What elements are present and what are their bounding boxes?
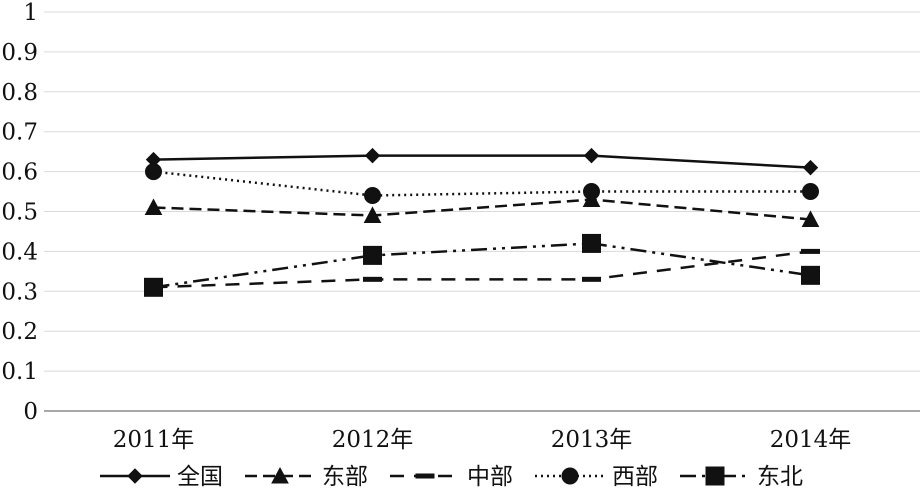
- x-tick-label: 2011年: [113, 427, 195, 453]
- y-tick-label: 0.7: [1, 120, 38, 146]
- marker-circle-legend: [561, 467, 579, 485]
- marker-dash-point: [582, 276, 601, 282]
- marker-square-point: [144, 277, 163, 297]
- legend-label: 西部: [612, 464, 658, 490]
- y-tick-label: 0.2: [1, 319, 38, 345]
- legend-label: 中部: [467, 464, 513, 490]
- y-tick-label: 0: [23, 399, 38, 425]
- series-1: [145, 147, 819, 176]
- series-4: [145, 163, 819, 205]
- legend-item: 东部: [245, 464, 368, 490]
- legend-item: 全国: [100, 464, 223, 490]
- axes: 0 0.1 0.2 0.3 0.4 0.5 0.6 0.7 0.8 0.9 1 2011年 2012年 2…: [1, 0, 851, 453]
- legend-label: 东北: [757, 464, 803, 490]
- series-line: [153, 242, 811, 289]
- marker-triangle-point: [801, 210, 820, 227]
- marker-diamond-legend: [127, 468, 143, 484]
- y-tick-label: 0.5: [1, 200, 38, 226]
- marker-diamond-point: [583, 147, 600, 164]
- series-2: [144, 190, 820, 227]
- marker-square-point: [801, 265, 820, 285]
- legend-label: 东部: [322, 464, 368, 490]
- x-tick-label: 2013年: [551, 427, 633, 453]
- y-tick-label: 0.3: [1, 279, 38, 305]
- gridlines: [44, 11, 920, 412]
- y-tick-label: 0.8: [1, 80, 38, 106]
- series-line: [153, 170, 811, 197]
- marker-diamond-point: [802, 159, 819, 176]
- y-tick-label: 0.1: [1, 359, 38, 385]
- series-5: [144, 233, 820, 297]
- marker-square-legend: [705, 466, 725, 486]
- legend-item: 东北: [680, 464, 803, 490]
- series-line: [153, 154, 811, 169]
- marker-dash-legend: [415, 473, 435, 479]
- marker-circle-point: [145, 163, 162, 181]
- series-group: [144, 147, 820, 297]
- marker-circle-point: [802, 183, 819, 201]
- x-tick-label: 2014年: [770, 427, 852, 453]
- legend: 全国 东部 中部 西部 东北: [100, 464, 803, 490]
- marker-dash-point: [363, 276, 382, 282]
- marker-diamond-point: [364, 147, 381, 164]
- series-line: [153, 250, 811, 289]
- y-tick-label: 1: [23, 0, 38, 26]
- y-tick-label: 0.6: [1, 160, 38, 186]
- marker-dash-point: [801, 248, 820, 254]
- marker-triangle-point: [144, 198, 163, 216]
- y-tick-label: 0.4: [1, 239, 38, 265]
- legend-label: 全国: [177, 464, 223, 490]
- marker-square-point: [363, 245, 382, 265]
- marker-circle-point: [364, 187, 381, 205]
- x-tick-label: 2012年: [332, 427, 414, 453]
- series-line: [153, 198, 811, 221]
- marker-square-point: [582, 233, 601, 253]
- series-3: [144, 248, 820, 290]
- marker-triangle-point: [363, 206, 382, 223]
- legend-item: 中部: [390, 464, 513, 490]
- legend-item: 西部: [535, 464, 658, 490]
- marker-circle-point: [583, 183, 600, 201]
- y-tick-label: 0.9: [1, 40, 38, 66]
- marker-triangle-legend: [271, 466, 289, 484]
